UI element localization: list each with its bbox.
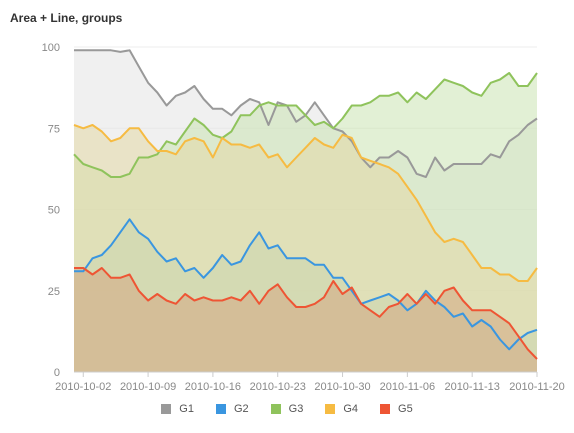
line-g2 <box>74 218 538 351</box>
y-tick-label: 50 <box>48 205 60 217</box>
x-tick-label: 2010-10-02 <box>55 381 111 393</box>
legend-item-g3[interactable]: G3 <box>270 403 304 415</box>
series-lines <box>73 49 538 360</box>
legend-label: G4 <box>343 403 359 415</box>
x-tick-label: 2010-10-16 <box>185 381 241 393</box>
area-fills <box>74 50 537 373</box>
x-tick-label: 2010-10-30 <box>314 381 370 393</box>
legend-item-g4[interactable]: G4 <box>325 403 358 415</box>
y-tick-label: 25 <box>48 286 60 298</box>
line-g3 <box>73 72 538 178</box>
y-tick-label: 100 <box>42 42 60 54</box>
y-tick-label: 75 <box>48 123 60 135</box>
legend-label: G1 <box>179 403 194 415</box>
x-tick-label: 2010-11-13 <box>444 381 499 393</box>
x-tick-label: 2010-10-09 <box>120 381 176 393</box>
x-tick-label: 2010-11-06 <box>380 381 435 393</box>
chart-title: Area + Line, groups <box>10 11 123 25</box>
legend-label: G2 <box>233 403 249 415</box>
legend-swatch <box>325 404 336 414</box>
x-tick-label: 2010-11-20 <box>509 381 564 393</box>
legend-item-g1[interactable]: G1 <box>161 403 194 415</box>
legend-swatch <box>270 404 281 414</box>
legend-label: G5 <box>398 403 413 415</box>
x-tick-label: 2010-10-23 <box>250 381 306 393</box>
area-g5 <box>74 268 537 372</box>
legend-item-g5[interactable]: G5 <box>380 403 413 415</box>
legend-swatch <box>215 404 226 414</box>
legend: G1 G2 G3 G4 G5 <box>0 403 574 415</box>
legend-swatch <box>161 404 172 414</box>
line-g5 <box>74 267 538 360</box>
legend-item-g2[interactable]: G2 <box>215 403 249 415</box>
axes: 0 25 50 75 100 2010-10-02 2010-10-09 2010-10-16… <box>42 42 565 393</box>
y-tick-label: 0 <box>54 367 60 379</box>
line-g4 <box>73 124 538 282</box>
legend-swatch <box>380 404 391 414</box>
legend-label: G3 <box>288 403 304 415</box>
